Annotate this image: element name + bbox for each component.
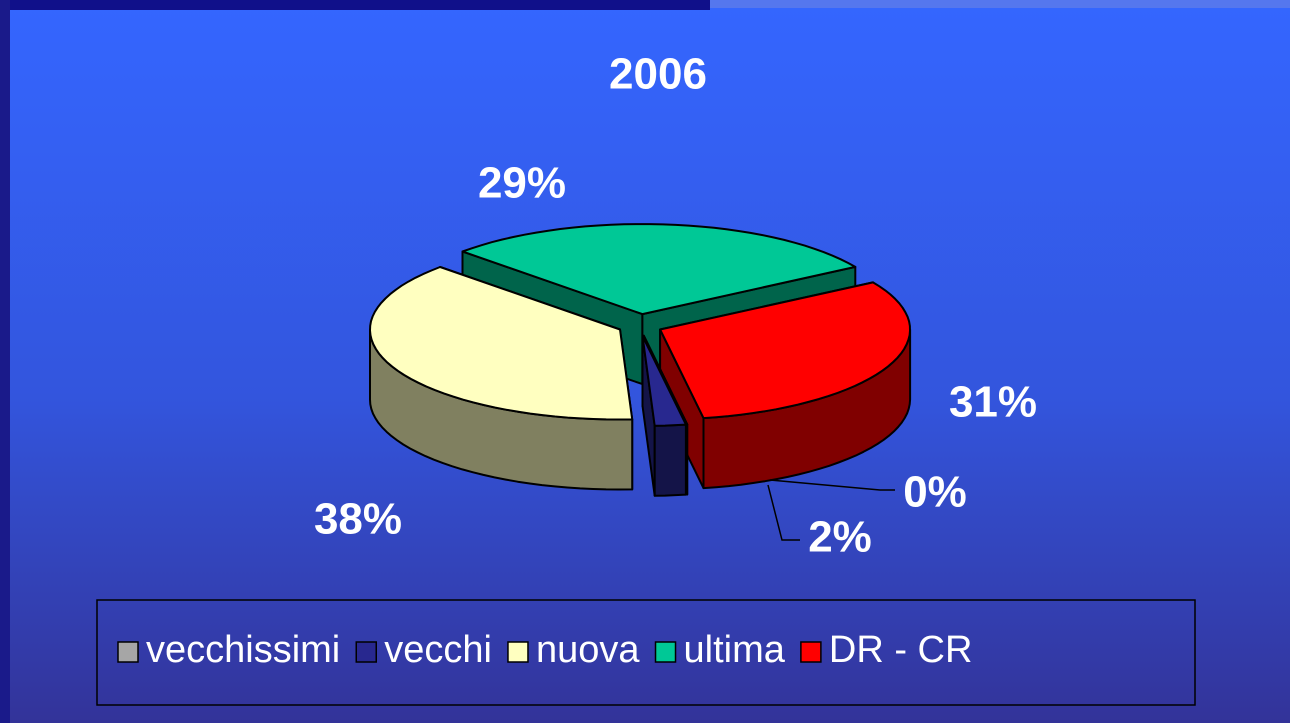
legend-swatch: [654, 641, 677, 663]
legend: vecchissimi vecchi nuova ultima DR - CR: [117, 629, 973, 671]
data-label: 29%: [478, 159, 566, 208]
legend-swatch: [355, 641, 377, 663]
left-border: [0, 0, 10, 723]
leader-line: [769, 479, 895, 491]
legend-box: [96, 599, 1196, 706]
slice: [461, 223, 857, 316]
legend-label: vecchissimi: [146, 629, 340, 671]
legend-label: nuova: [536, 629, 640, 671]
slice-wall: [653, 423, 687, 497]
top-bar: [0, 0, 710, 10]
legend-swatch: [507, 641, 529, 663]
data-label: 0%: [903, 468, 967, 517]
slice: [659, 281, 911, 420]
legend-label: DR - CR: [829, 629, 973, 671]
legend-label: ultima: [684, 629, 786, 671]
legend-label: vecchi: [384, 629, 492, 671]
pie: [369, 223, 912, 497]
legend-swatch: [117, 641, 139, 663]
data-label: 31%: [949, 378, 1037, 427]
data-label: 2%: [808, 513, 872, 562]
chart-title: 2006: [609, 50, 707, 99]
leader-line: [767, 484, 800, 541]
slice: [369, 266, 634, 421]
top-bar-right: [710, 0, 1290, 8]
slice: [641, 334, 687, 427]
legend-swatch: [800, 641, 822, 663]
data-labels: 0% 2% 38% 29% 31%: [314, 159, 1037, 562]
data-label: 38%: [314, 495, 402, 544]
